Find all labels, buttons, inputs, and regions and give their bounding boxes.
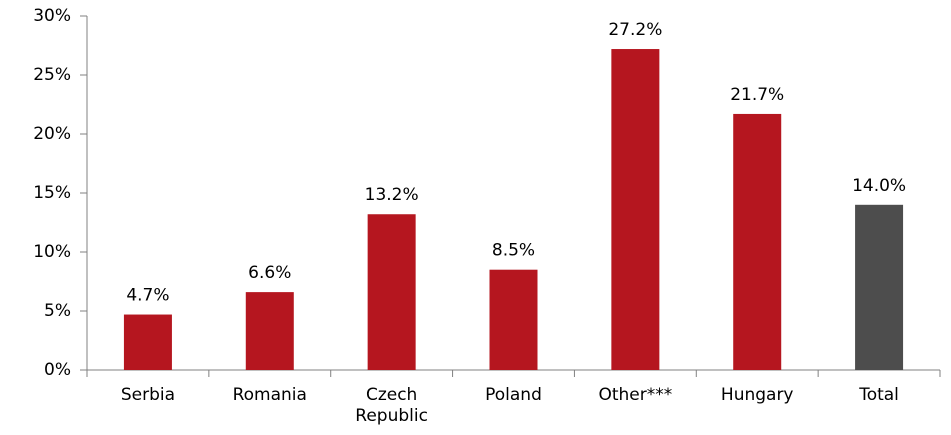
- x-tick-label: Other***: [598, 385, 673, 405]
- bar: [123, 314, 172, 370]
- y-tick-label: 15%: [33, 183, 71, 203]
- bar: [855, 204, 904, 370]
- y-tick-label: 0%: [44, 360, 71, 380]
- bar: [489, 269, 538, 370]
- y-tick-label: 5%: [44, 301, 71, 321]
- value-label: 4.7%: [126, 286, 169, 306]
- bar: [611, 49, 660, 370]
- x-tick-label: Serbia: [120, 385, 175, 405]
- y-tick-label: 20%: [33, 124, 71, 144]
- bar: [367, 214, 416, 370]
- x-tick-label: Romania: [232, 385, 307, 405]
- x-tick-label: Total: [859, 385, 899, 405]
- y-tick-label: 30%: [33, 6, 71, 26]
- value-label: 14.0%: [852, 176, 906, 196]
- x-tick-label: Hungary: [720, 385, 794, 405]
- y-tick-label: 10%: [33, 242, 71, 262]
- x-tick-label: Czech Republic: [355, 385, 428, 426]
- bar: [733, 113, 782, 370]
- bar: [245, 292, 294, 370]
- value-label: 6.6%: [248, 263, 291, 283]
- value-label: 13.2%: [365, 185, 419, 205]
- value-label: 8.5%: [492, 241, 535, 261]
- y-tick-label: 25%: [33, 65, 71, 85]
- value-label: 27.2%: [608, 20, 662, 40]
- value-label: 21.7%: [730, 85, 784, 105]
- x-tick-label: Poland: [485, 385, 542, 405]
